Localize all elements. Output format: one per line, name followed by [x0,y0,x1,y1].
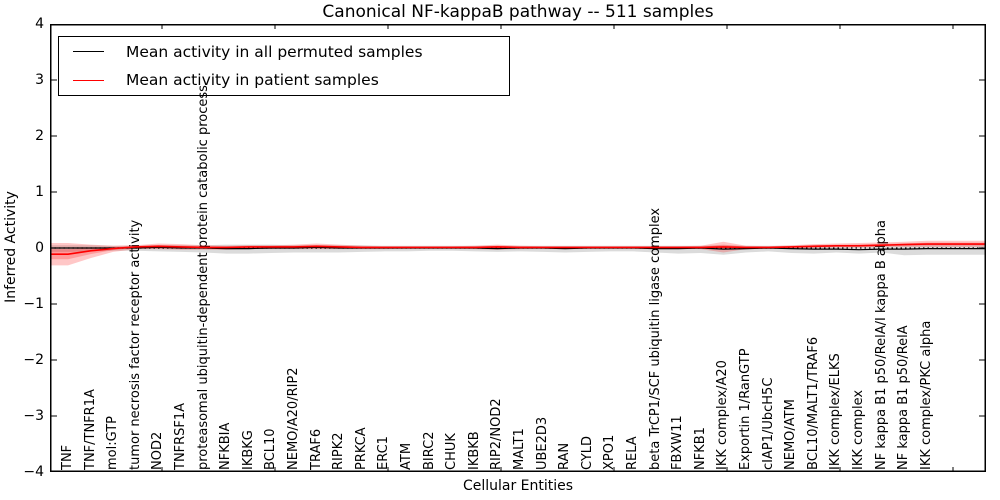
patient-band [50,240,986,266]
y-tick-label: 1 [35,184,44,200]
y-tick-label: −3 [23,408,44,424]
y-tick-label: −1 [23,296,44,312]
legend-label: Mean activity in patient samples [126,71,379,90]
y-tick-label: −2 [23,352,44,368]
y-tick-label: −4 [23,464,44,480]
legend-box: Mean activity in all permuted samples Me… [58,36,510,96]
y-tick-label: 2 [35,128,44,144]
legend-label: Mean activity in all permuted samples [126,42,423,61]
patient-line-swatch [73,79,104,81]
x-axis-label: Cellular Entities [462,478,574,494]
permuted-line-swatch [73,51,104,53]
y-tick-label: 0 [35,240,44,256]
legend-item-permuted: Mean activity in all permuted samples [59,38,509,66]
y-tick-label: 4 [35,16,44,32]
plot-area [50,24,986,472]
legend-item-patient: Mean activity in patient samples [59,66,509,94]
patient-mean-line [50,243,986,255]
chart-title: Canonical NF-kappaB pathway -- 511 sampl… [322,2,714,22]
y-tick-label: 3 [35,72,44,88]
